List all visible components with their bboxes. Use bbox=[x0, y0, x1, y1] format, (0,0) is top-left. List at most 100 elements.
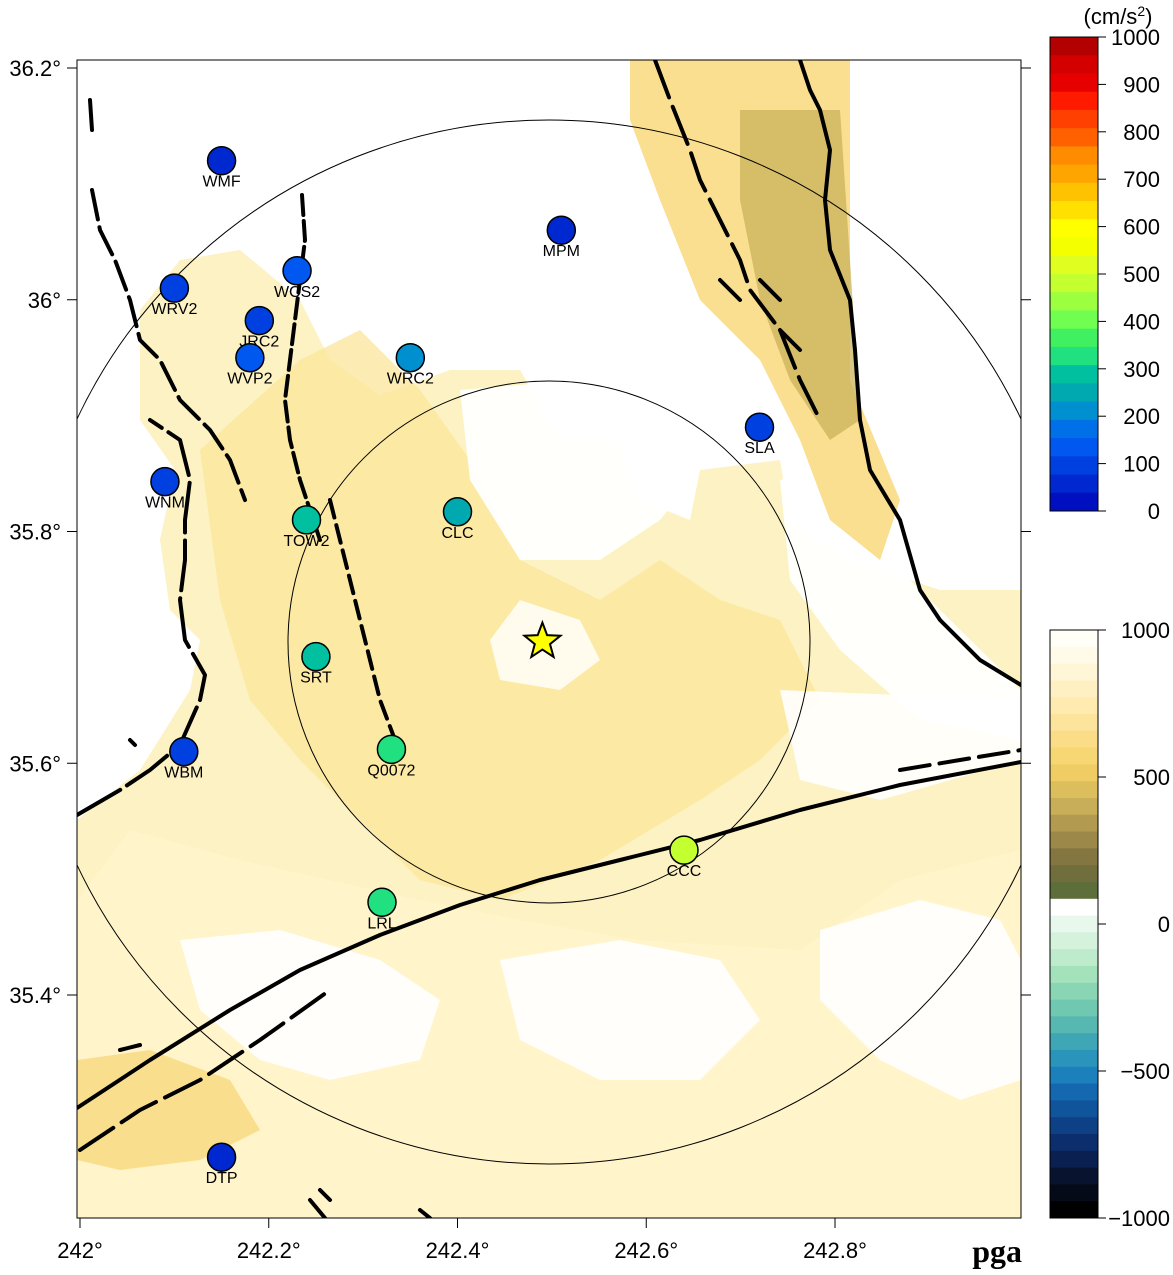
colorbar-swatch bbox=[1050, 37, 1098, 56]
colorbar-swatch bbox=[1050, 966, 1098, 984]
colorbar-swatch bbox=[1050, 1066, 1098, 1085]
station-label: WCS2 bbox=[274, 284, 320, 301]
station-circle[interactable] bbox=[669, 835, 699, 865]
colorbar-swatch bbox=[1050, 128, 1098, 147]
colorbar-swatch bbox=[1050, 1201, 1098, 1219]
station-circle[interactable] bbox=[206, 1142, 237, 1172]
colorbar-swatch bbox=[1050, 219, 1098, 239]
station-circle[interactable] bbox=[169, 736, 199, 767]
station-marker[interactable]: WRC2 bbox=[387, 342, 434, 388]
fault-west-b bbox=[88, 98, 94, 132]
colorbar-swatch bbox=[1050, 292, 1098, 311]
station-marker[interactable]: MPM bbox=[543, 215, 580, 260]
station-circle[interactable] bbox=[282, 256, 312, 286]
station-marker[interactable]: SRT bbox=[300, 641, 332, 687]
station-label: SLA bbox=[744, 440, 775, 457]
station-circle[interactable] bbox=[244, 305, 275, 336]
station-marker[interactable]: SLA bbox=[744, 412, 775, 457]
colorbar-swatch bbox=[1050, 438, 1098, 457]
colorbar-swatch bbox=[1050, 55, 1098, 74]
lon-tick-label: 242.8° bbox=[803, 1238, 867, 1263]
colorbar-swatch bbox=[1050, 1033, 1098, 1051]
colorbar-swatch bbox=[1050, 383, 1098, 403]
colorbar-swatch bbox=[1050, 865, 1098, 883]
colorbar-swatch bbox=[1050, 310, 1098, 330]
fault-south-fragments bbox=[308, 1188, 432, 1218]
colorbar-swatch bbox=[1050, 1184, 1098, 1202]
station-circle[interactable] bbox=[395, 342, 426, 373]
station-circle[interactable] bbox=[206, 145, 237, 176]
lon-tick-label: 242.4° bbox=[426, 1238, 490, 1263]
fault-garlock-east bbox=[898, 748, 1021, 772]
station-marker[interactable]: Q0072 bbox=[367, 734, 416, 779]
colorbar-tick-label: 1000 bbox=[1111, 25, 1160, 50]
station-circle[interactable] bbox=[376, 734, 407, 765]
colorbar-tick-label: 500 bbox=[1133, 765, 1170, 790]
fault-west-c bbox=[90, 188, 247, 502]
station-label: DTP bbox=[206, 1170, 238, 1187]
colorbar-tick-label: 200 bbox=[1123, 404, 1160, 429]
station-label: WMF bbox=[202, 174, 240, 191]
station-marker[interactable]: CLC bbox=[441, 497, 474, 542]
station-circle[interactable] bbox=[150, 466, 180, 497]
station-circle[interactable] bbox=[442, 497, 473, 527]
colorbar-swatch bbox=[1050, 848, 1098, 866]
colorbar-swatch bbox=[1050, 1083, 1098, 1101]
colorbar-swatch bbox=[1050, 747, 1098, 765]
colorbar-swatch bbox=[1050, 456, 1098, 476]
station-label: TOW2 bbox=[284, 533, 330, 550]
station-circle[interactable] bbox=[291, 505, 322, 535]
station-marker[interactable]: TOW2 bbox=[284, 505, 330, 550]
colorbar-swatch bbox=[1050, 1150, 1098, 1169]
station-marker[interactable]: LRL bbox=[367, 887, 397, 932]
distance-rings bbox=[77, 119, 1021, 1165]
station-label: SRT bbox=[300, 670, 332, 687]
station-circle[interactable] bbox=[235, 342, 265, 373]
colorbar-tick-label: 1000 bbox=[1121, 618, 1170, 643]
station-circle[interactable] bbox=[301, 641, 331, 672]
colorbar-swatch bbox=[1050, 146, 1098, 166]
fault-central-b bbox=[328, 498, 397, 742]
station-marker[interactable]: WVP2 bbox=[227, 342, 273, 388]
station-circle[interactable] bbox=[367, 887, 397, 918]
fault-west-a bbox=[77, 418, 207, 817]
station-marker[interactable]: DTP bbox=[206, 1142, 238, 1187]
colorbar-swatch bbox=[1050, 646, 1098, 665]
colorbar-swatch bbox=[1050, 365, 1098, 384]
station-circle[interactable] bbox=[159, 273, 190, 303]
colorbar-tick-label: 800 bbox=[1123, 120, 1160, 145]
colorbar-swatch bbox=[1050, 201, 1098, 220]
colorbar-swatch bbox=[1050, 164, 1098, 184]
map-frame bbox=[76, 59, 1022, 1219]
station-circle[interactable] bbox=[546, 215, 577, 245]
station-circle[interactable] bbox=[744, 412, 775, 442]
lat-tick-label: 36° bbox=[28, 288, 61, 313]
lat-tick-label: 36.2° bbox=[9, 56, 61, 81]
fault-east-c bbox=[718, 278, 802, 352]
station-marker[interactable]: WBM bbox=[164, 736, 203, 782]
grid-colorbar: 1000 500 0 −500 −1000 bbox=[1049, 618, 1170, 1231]
fault-east-a bbox=[653, 60, 822, 422]
fault-garlock-south bbox=[78, 988, 332, 1152]
figure-title: pga bbox=[972, 1233, 1022, 1269]
colorbar-swatch bbox=[1050, 182, 1098, 202]
station-label: WRC2 bbox=[387, 371, 434, 388]
station-marker[interactable]: CCC bbox=[667, 835, 702, 880]
fault-garlock bbox=[77, 760, 1021, 1110]
station-marker[interactable]: WCS2 bbox=[274, 256, 320, 301]
colorbar-tick-label: 900 bbox=[1123, 72, 1160, 97]
lon-tick-label: 242.6° bbox=[614, 1238, 678, 1263]
colorbar-tick-label: 600 bbox=[1123, 215, 1160, 240]
colorbar-swatch bbox=[1050, 730, 1098, 749]
lat-tick-label: 35.4° bbox=[9, 983, 61, 1008]
station-marker[interactable]: WRV2 bbox=[151, 273, 197, 318]
colorbar-swatch bbox=[1050, 764, 1098, 782]
station-marker[interactable]: WMF bbox=[202, 145, 241, 191]
station-marker[interactable]: WNM bbox=[145, 466, 185, 512]
colorbar-swatch bbox=[1050, 999, 1098, 1017]
lat-tick-label: 35.8° bbox=[9, 520, 61, 545]
